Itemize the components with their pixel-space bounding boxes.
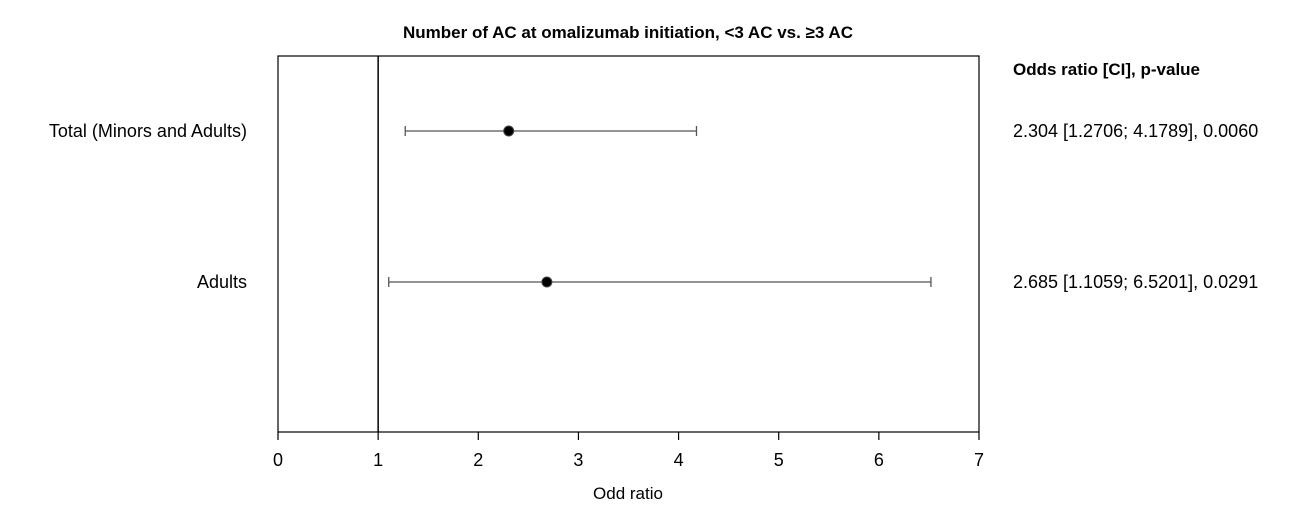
row-label: Adults <box>197 272 247 292</box>
x-tick-label: 1 <box>373 450 383 470</box>
x-tick-label: 6 <box>874 450 884 470</box>
row-annotation: 2.685 [1.1059; 6.5201], 0.0291 <box>1013 272 1258 292</box>
x-tick-label: 4 <box>674 450 684 470</box>
odds-ratio-point <box>541 276 553 288</box>
x-tick-label: 5 <box>774 450 784 470</box>
x-axis-label: Odd ratio <box>593 484 663 503</box>
x-axis: 0 1 2 3 4 5 6 7 <box>273 432 984 470</box>
chart-title: Number of AC at omalizumab initiation, <… <box>403 23 853 42</box>
row-label: Total (Minors and Adults) <box>49 121 247 141</box>
x-tick-label: 3 <box>573 450 583 470</box>
x-tick-label: 0 <box>273 450 283 470</box>
forest-rows: Total (Minors and Adults) 2.304 [1.2706; … <box>49 121 1258 292</box>
row-annotation: 2.304 [1.2706; 4.1789], 0.0060 <box>1013 121 1258 141</box>
x-tick-label: 2 <box>473 450 483 470</box>
x-tick-label: 7 <box>974 450 984 470</box>
annotation-header: Odds ratio [CI], p-value <box>1013 60 1200 79</box>
odds-ratio-point <box>503 125 515 137</box>
plot-frame <box>277 55 980 433</box>
